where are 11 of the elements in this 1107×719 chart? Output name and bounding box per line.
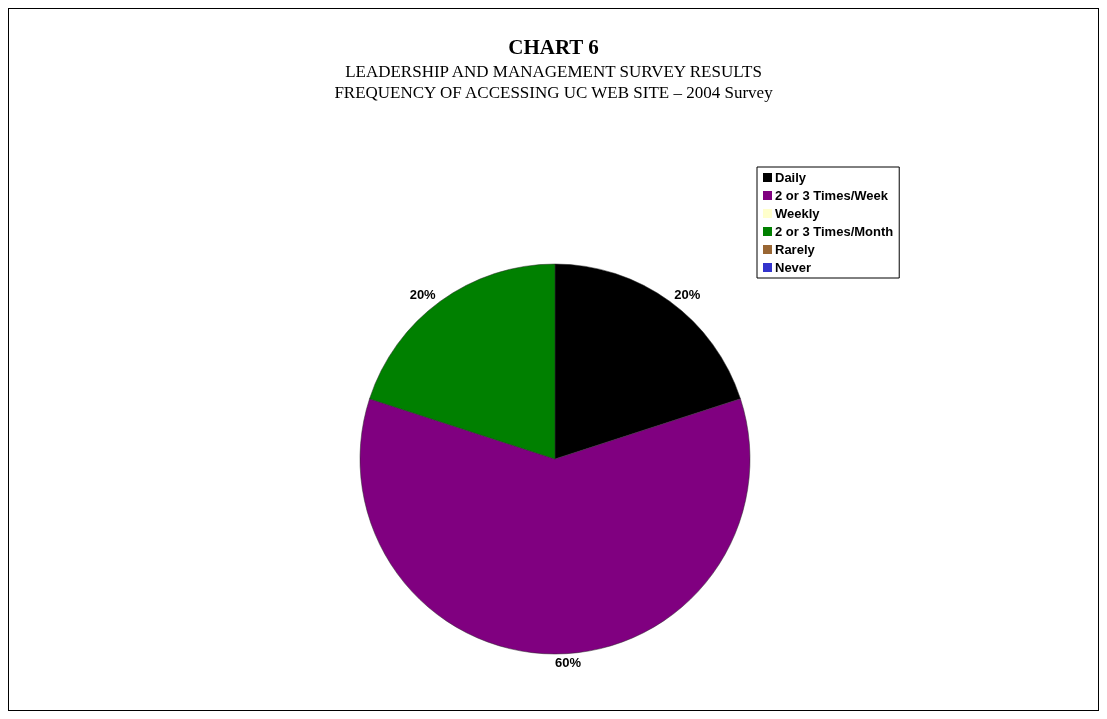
data-label: 60% bbox=[555, 654, 582, 670]
chart-subtitle: LEADERSHIP AND MANAGEMENT SURVEY RESULTS FREQUENCY OF ACCESSING UC WEB SITE – 2004 Survey bbox=[334, 62, 774, 102]
chart-title: CHART 6 bbox=[508, 34, 599, 59]
data-label: 20% bbox=[409, 287, 437, 303]
legend-label: Rarely bbox=[775, 242, 816, 257]
data-label: 20% bbox=[674, 287, 701, 303]
legend-label: Daily bbox=[775, 170, 807, 185]
legend-label: Weekly bbox=[775, 206, 821, 221]
legend-label: 2 or 3 Times/Week bbox=[775, 188, 889, 203]
legend-label: 2 or 3 Times/Month bbox=[775, 224, 894, 239]
legend-label: Never bbox=[775, 260, 812, 275]
